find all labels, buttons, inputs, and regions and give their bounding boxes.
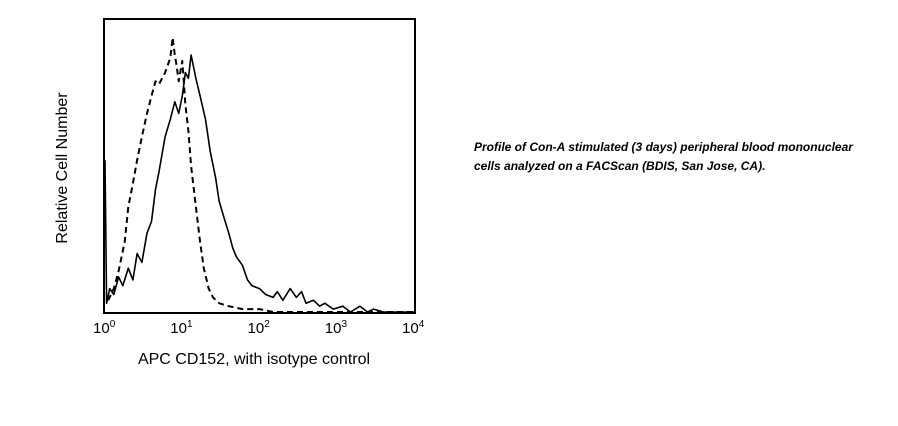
series-line-solid <box>104 54 414 313</box>
x-tick-labels: 100 101 102 103 104 <box>93 319 425 337</box>
x-tick-label: 100 <box>93 319 116 337</box>
plot-frame <box>103 18 416 314</box>
x-tick-label: 103 <box>325 319 348 337</box>
figure-caption: Profile of Con-A stimulated (3 days) per… <box>474 140 853 173</box>
x-tick-label: 102 <box>248 319 271 337</box>
y-axis-label: Relative Cell Number <box>54 92 71 244</box>
x-tick-label: 101 <box>170 319 193 337</box>
x-tick-label: 104 <box>402 319 425 337</box>
plot-lines <box>104 36 414 313</box>
x-axis-label: APC CD152, with isotype control <box>138 351 370 368</box>
series-line-dashed <box>107 36 414 313</box>
